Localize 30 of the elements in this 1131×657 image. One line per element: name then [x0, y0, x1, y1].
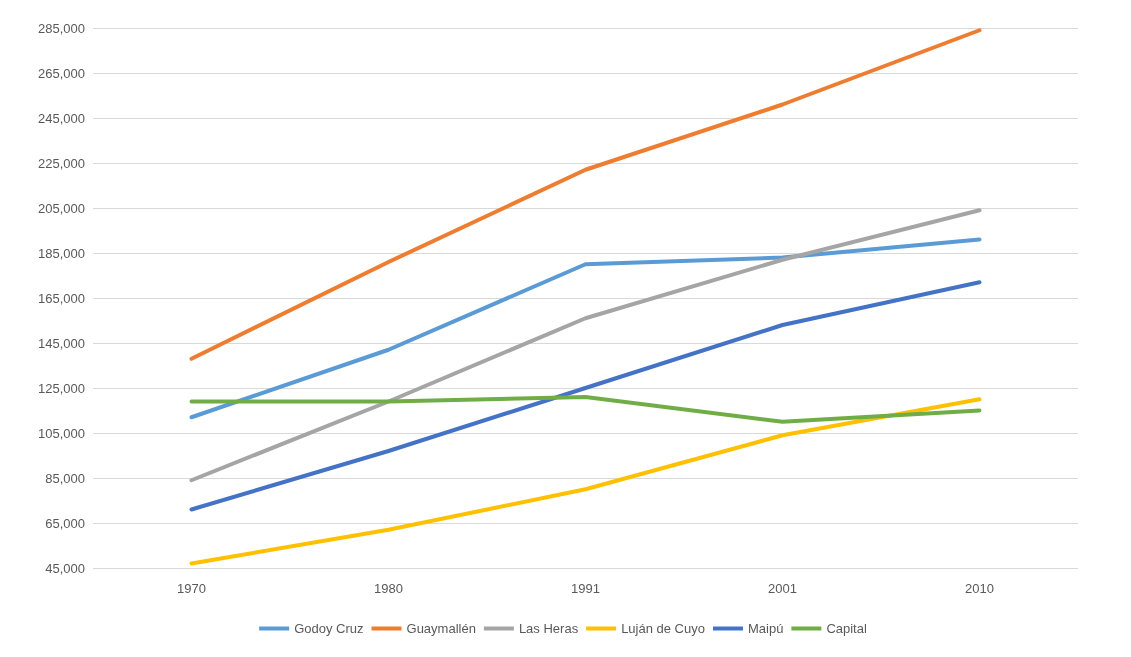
x-tick-label: 2001 — [768, 581, 797, 596]
line-series — [189, 208, 982, 483]
y-tick-label: 185,000 — [38, 245, 85, 261]
x-tick-label: 2010 — [965, 581, 994, 596]
line-series — [189, 395, 982, 424]
y-tick-label: 225,000 — [38, 155, 85, 171]
x-tick-label: 1980 — [374, 581, 403, 596]
line-series — [189, 280, 982, 512]
y-tick-label: 145,000 — [38, 335, 85, 351]
y-tick-label: 105,000 — [38, 425, 85, 441]
y-tick-label: 45,000 — [45, 560, 85, 576]
legend-label: Capital — [826, 621, 867, 636]
legend-label: Guaymallén — [406, 621, 476, 636]
y-tick-label: 265,000 — [38, 65, 85, 81]
line-series — [189, 237, 982, 420]
x-tick-label: 1991 — [571, 581, 600, 596]
x-tick-label: 1970 — [177, 581, 206, 596]
y-tick-label: 65,000 — [45, 515, 85, 531]
legend-label: Las Heras — [518, 621, 579, 636]
y-tick-label: 205,000 — [38, 200, 85, 216]
y-tick-label: 85,000 — [45, 470, 85, 486]
line-series — [189, 397, 982, 566]
y-tick-label: 245,000 — [38, 110, 85, 126]
y-tick-label: 125,000 — [38, 380, 85, 396]
legend-label: Luján de Cuyo — [621, 621, 705, 636]
legend-label: Godoy Cruz — [294, 621, 364, 636]
legend-label: Maipú — [747, 621, 784, 636]
y-tick-label: 285,000 — [38, 20, 85, 36]
y-tick-label: 165,000 — [38, 290, 85, 306]
line-series — [189, 28, 982, 361]
